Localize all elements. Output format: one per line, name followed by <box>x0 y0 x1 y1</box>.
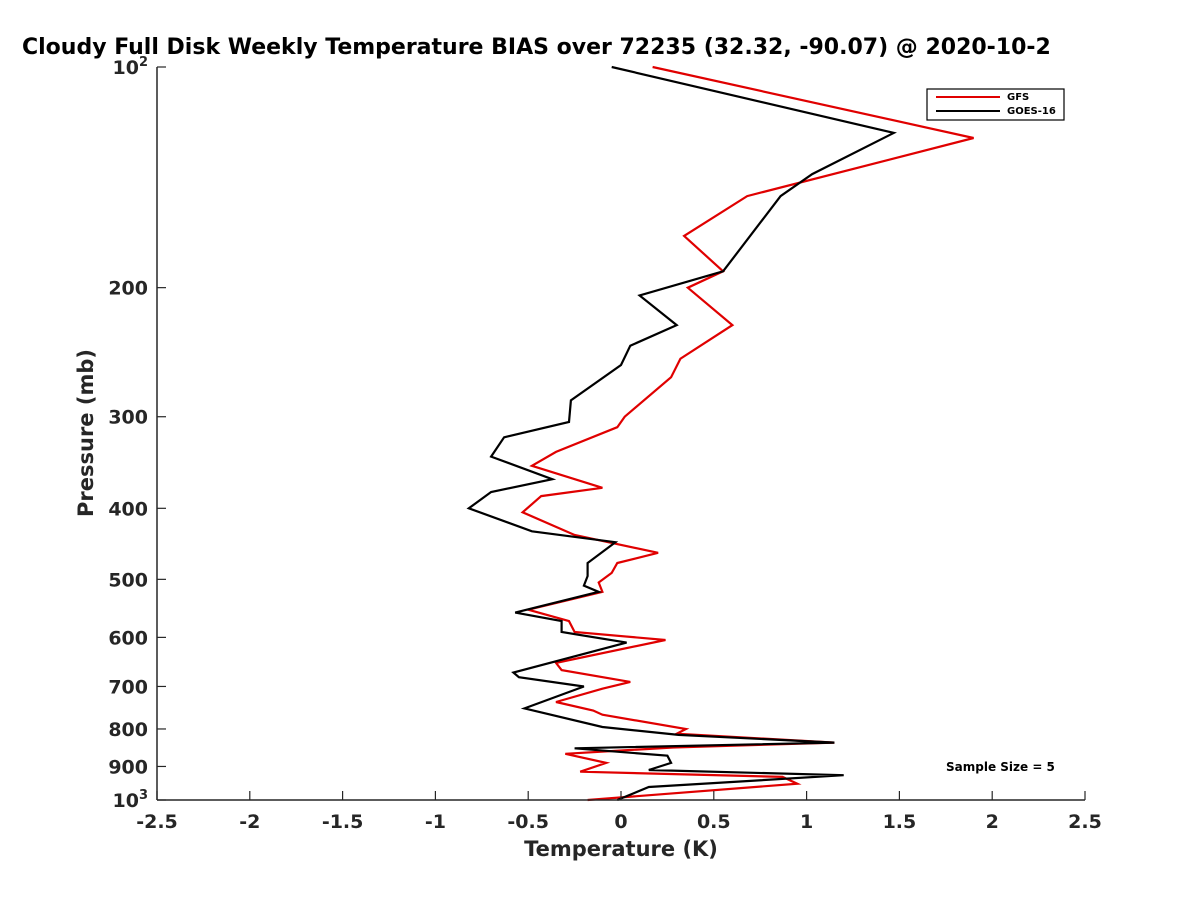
y-tick-label: 900 <box>108 756 148 778</box>
x-tick-label: -0.5 <box>507 811 549 833</box>
legend-box <box>926 88 1065 121</box>
y-tick-label: 400 <box>108 498 148 520</box>
y-tick-label: 103 <box>113 788 149 812</box>
x-tick-label: 2.5 <box>1068 811 1102 833</box>
legend-label-goes16: GOES-16 <box>1007 106 1056 117</box>
y-ticks: 102 200 300 400 500 600 700 800 900 103 <box>108 55 166 812</box>
x-tick-label: 2 <box>986 811 999 833</box>
legend: GFS GOES-16 <box>926 88 1065 121</box>
sample-size-annotation: Sample Size = 5 <box>946 760 1055 774</box>
y-tick-label: 300 <box>108 407 148 429</box>
series-layer <box>466 65 974 802</box>
x-tick-label: 1.5 <box>883 811 917 833</box>
x-tick-label: -1.5 <box>322 811 364 833</box>
legend-label-gfs: GFS <box>1007 92 1029 103</box>
x-tick-label: 1 <box>800 811 813 833</box>
y-tick-label: 800 <box>108 719 148 741</box>
x-tick-label: -2.5 <box>136 811 178 833</box>
chart-title: Cloudy Full Disk Weekly Temperature BIAS… <box>22 35 1051 60</box>
y-tick-label: 102 <box>113 55 149 79</box>
y-tick-label: 600 <box>108 627 148 649</box>
x-ticks: -2.5 -2 -1.5 -1 -0.5 0 0.5 1 1.5 2 2.5 <box>136 791 1102 833</box>
x-axis-label: Temperature (K) <box>524 837 718 861</box>
series-line-goes16 <box>466 65 897 802</box>
x-tick-label: 0 <box>614 811 627 833</box>
x-tick-label: -1 <box>425 811 446 833</box>
y-tick-label: 700 <box>108 676 148 698</box>
x-tick-label: -2 <box>239 811 260 833</box>
y-axis-label: Pressure (mb) <box>74 349 98 517</box>
y-tick-label: 500 <box>108 569 148 591</box>
x-tick-label: 0.5 <box>697 811 731 833</box>
y-tick-label: 200 <box>108 278 148 300</box>
